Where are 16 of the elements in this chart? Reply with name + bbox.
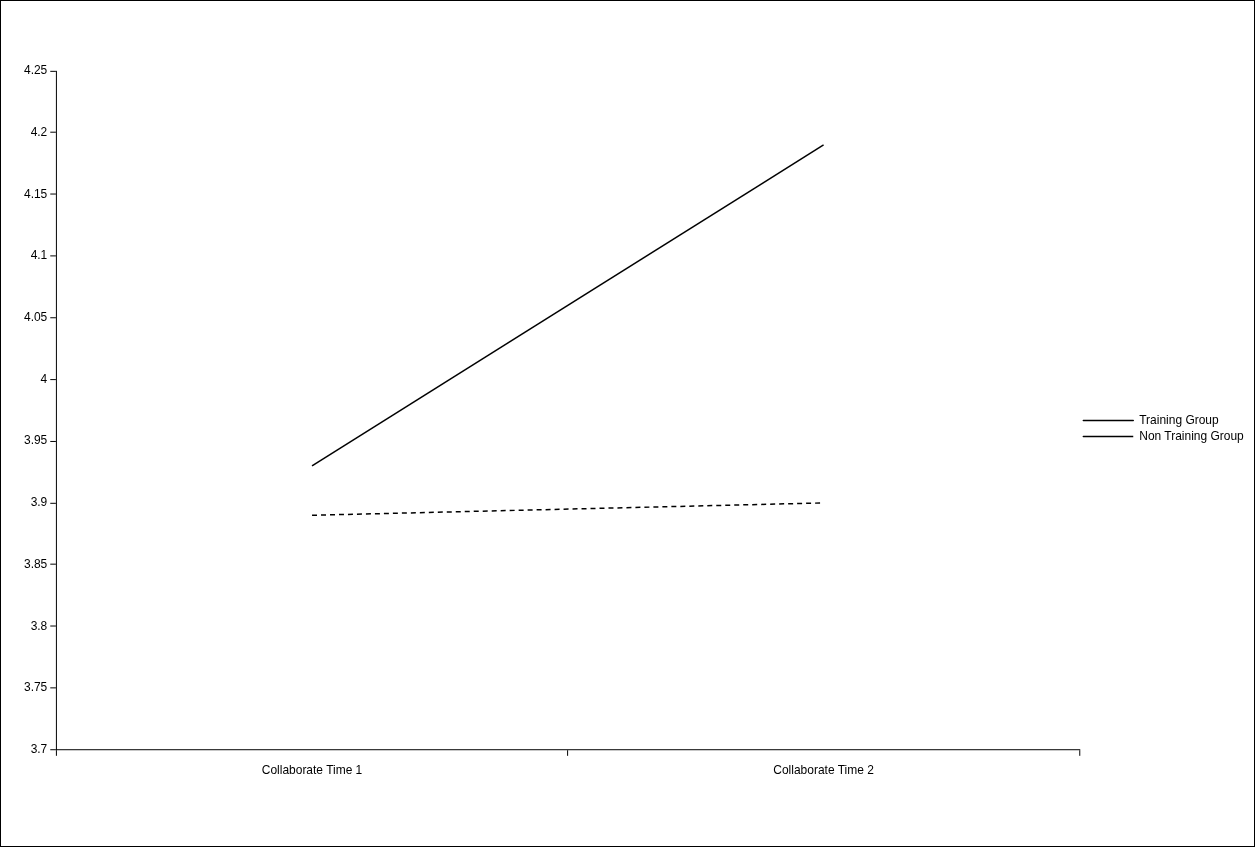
legend-label: Training Group xyxy=(1139,412,1219,427)
y-tick-label: 4.2 xyxy=(30,124,48,139)
y-tick-label: 4 xyxy=(40,371,48,386)
y-tick-label: 4.25 xyxy=(23,63,48,78)
y-tick-label: 4.05 xyxy=(23,310,48,325)
y-tick-label: 4.15 xyxy=(23,186,48,201)
y-tick-label: 3.8 xyxy=(30,618,48,633)
x-tick-label: Collaborate Time 1 xyxy=(261,763,363,778)
legend-label: Non Training Group xyxy=(1139,428,1245,443)
y-tick-label: 3.9 xyxy=(30,495,48,510)
y-tick-label: 3.75 xyxy=(23,680,48,695)
y-tick-label: 4.1 xyxy=(30,248,48,263)
y-tick-label: 3.95 xyxy=(23,433,48,448)
y-tick-label: 3.7 xyxy=(30,742,48,757)
y-tick-label: 3.85 xyxy=(23,556,48,571)
x-tick-label: Collaborate Time 2 xyxy=(773,763,875,778)
